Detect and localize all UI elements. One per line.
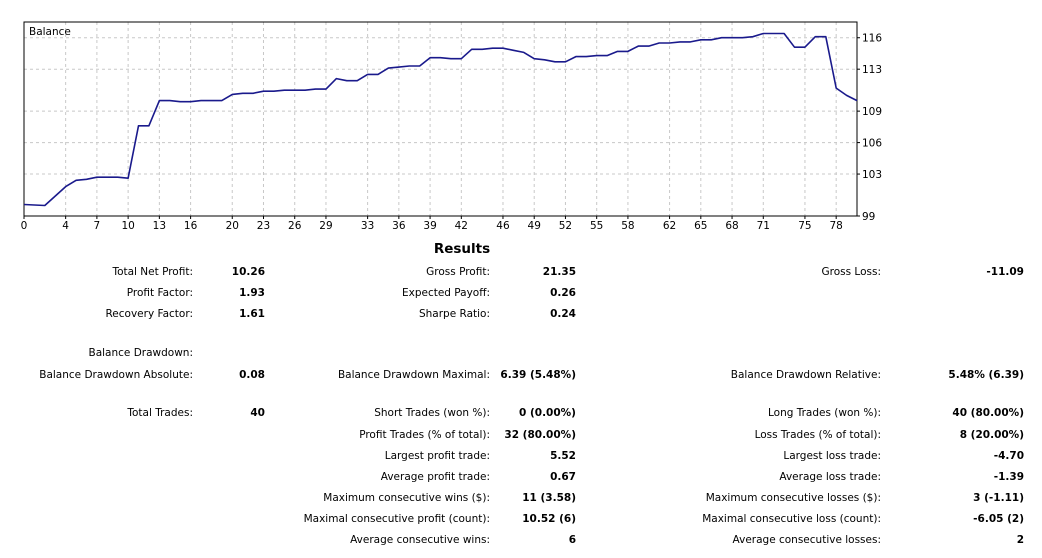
y-tick-label: 106 bbox=[862, 138, 882, 150]
x-tick-label: 42 bbox=[455, 220, 468, 232]
stat-value: 40 (80.00%) bbox=[952, 407, 1024, 419]
x-tick-label: 10 bbox=[121, 220, 134, 232]
stat-label: Profit Trades (% of total): bbox=[359, 429, 490, 441]
balance-line bbox=[23, 32, 858, 207]
stat-label: Short Trades (won %): bbox=[374, 407, 490, 419]
x-tick-label: 36 bbox=[392, 220, 406, 232]
stat-label: Maximal consecutive profit (count): bbox=[303, 513, 490, 525]
stat-label: Expected Payoff: bbox=[401, 287, 490, 299]
stat-value: 6.39 (5.48%) bbox=[500, 369, 576, 381]
x-tick-label: 46 bbox=[496, 220, 510, 232]
stat-label: Largest loss trade: bbox=[783, 450, 881, 462]
stat-label: Average consecutive losses: bbox=[732, 534, 881, 546]
x-tick-label: 78 bbox=[829, 220, 842, 232]
stat-value: 10.26 bbox=[231, 266, 265, 278]
stat-value: 8 (20.00%) bbox=[959, 429, 1024, 441]
stat-value: 21.35 bbox=[542, 266, 576, 278]
stat-label: Recovery Factor: bbox=[105, 308, 193, 320]
stat-label: Balance Drawdown: bbox=[88, 347, 193, 359]
stat-value: 3 (-1.11) bbox=[973, 492, 1024, 504]
x-tick-label: 33 bbox=[361, 220, 374, 232]
y-tick-label: 103 bbox=[862, 169, 882, 181]
stat-value: 1.93 bbox=[239, 287, 265, 299]
stat-label: Loss Trades (% of total): bbox=[754, 429, 881, 441]
stat-label: Long Trades (won %): bbox=[767, 407, 881, 419]
x-tick-label: 16 bbox=[184, 220, 198, 232]
x-tick-label: 49 bbox=[528, 220, 541, 232]
stat-value: 0 (0.00%) bbox=[519, 407, 576, 419]
stat-value: 0.67 bbox=[550, 471, 576, 483]
stat-value: 0.26 bbox=[550, 287, 576, 299]
x-tick-label: 20 bbox=[226, 220, 239, 232]
x-tick-label: 65 bbox=[694, 220, 707, 232]
stat-value: 1.61 bbox=[239, 308, 265, 320]
stat-value: 11 (3.58) bbox=[522, 492, 576, 504]
y-tick-label: 109 bbox=[862, 106, 882, 118]
x-tick-label: 68 bbox=[725, 220, 738, 232]
stat-label: Total Net Profit: bbox=[112, 266, 193, 278]
y-tick-label: 116 bbox=[862, 33, 882, 45]
x-tick-label: 0 bbox=[21, 220, 28, 232]
stat-value: 40 bbox=[250, 407, 265, 419]
x-tick-label: 23 bbox=[257, 220, 270, 232]
stat-value: 2 bbox=[1016, 534, 1024, 546]
x-tick-label: 4 bbox=[62, 220, 69, 232]
stat-value: -1.39 bbox=[993, 471, 1024, 483]
stat-label: Profit Factor: bbox=[126, 287, 193, 299]
stat-label: Gross Loss: bbox=[821, 266, 882, 278]
stat-label: Largest profit trade: bbox=[384, 450, 490, 462]
stat-value: 5.52 bbox=[550, 450, 576, 462]
chart-title: Balance bbox=[29, 26, 71, 38]
x-tick-label: 52 bbox=[559, 220, 572, 232]
x-tick-label: 26 bbox=[288, 220, 302, 232]
stat-value: 0.24 bbox=[550, 308, 576, 320]
stat-label: Gross Profit: bbox=[426, 266, 490, 278]
x-tick-label: 71 bbox=[757, 220, 770, 232]
stat-value: 0.08 bbox=[239, 369, 265, 381]
x-tick-label: 55 bbox=[590, 220, 603, 232]
y-tick-label: 99 bbox=[862, 211, 875, 223]
stat-value: -6.05 (2) bbox=[973, 513, 1024, 525]
stat-value: 32 (80.00%) bbox=[504, 429, 576, 441]
x-tick-label: 39 bbox=[423, 220, 436, 232]
stat-value: -11.09 bbox=[986, 266, 1024, 278]
x-tick-label: 29 bbox=[319, 220, 332, 232]
stat-label: Maximal consecutive loss (count): bbox=[702, 513, 881, 525]
x-tick-label: 7 bbox=[94, 220, 101, 232]
stat-label: Balance Drawdown Absolute: bbox=[39, 369, 193, 381]
stat-label: Average loss trade: bbox=[779, 471, 881, 483]
stat-label: Average profit trade: bbox=[380, 471, 490, 483]
stat-label: Balance Drawdown Maximal: bbox=[337, 369, 490, 381]
stat-label: Maximum consecutive wins ($): bbox=[323, 492, 490, 504]
stat-label: Sharpe Ratio: bbox=[418, 308, 490, 320]
y-tick-label: 113 bbox=[862, 64, 882, 76]
stat-value: 6 bbox=[568, 534, 576, 546]
balance-chart: Balance 0 4 7 10 13 16 20 23 26 29 33 36 39 42 46 49 52 55… bbox=[21, 21, 882, 232]
stat-label: Total Trades: bbox=[127, 407, 193, 419]
x-tick-label: 13 bbox=[153, 220, 166, 232]
stat-value: -4.70 bbox=[993, 450, 1024, 462]
stat-value: 5.48% (6.39) bbox=[948, 369, 1024, 381]
x-tick-label: 58 bbox=[621, 220, 634, 232]
stat-label: Average consecutive wins: bbox=[350, 534, 490, 546]
stat-label: Balance Drawdown Relative: bbox=[730, 369, 881, 381]
x-tick-label: 75 bbox=[798, 220, 811, 232]
results-title: Results bbox=[433, 241, 491, 257]
stat-value: 10.52 (6) bbox=[522, 513, 576, 525]
stat-label: Maximum consecutive losses ($): bbox=[705, 492, 881, 504]
x-tick-label: 62 bbox=[663, 220, 676, 232]
plot-frame bbox=[23, 21, 858, 217]
